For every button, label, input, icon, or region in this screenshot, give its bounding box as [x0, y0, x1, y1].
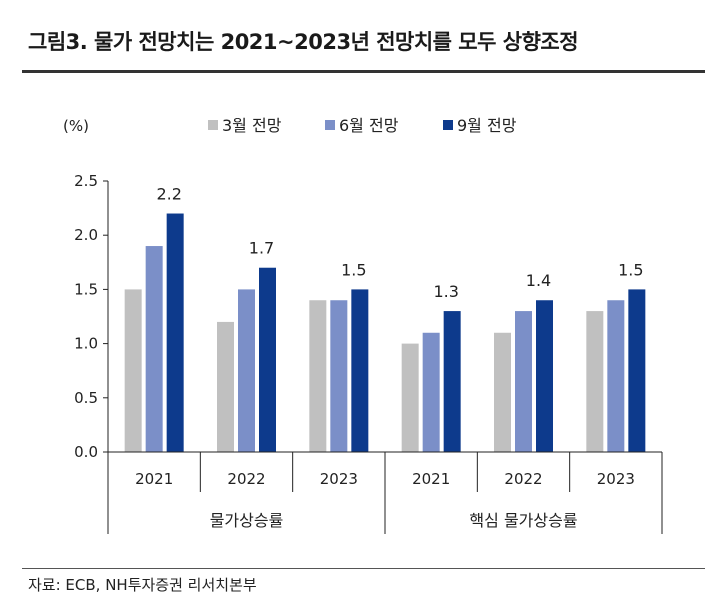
bar	[401, 343, 419, 452]
source-note: 자료: ECB, NH투자증권 리서치본부	[28, 576, 257, 594]
bar	[217, 321, 234, 452]
bar	[351, 289, 369, 452]
bar	[443, 311, 461, 452]
legend-swatch	[208, 120, 218, 130]
x-tick-label: 2021	[135, 470, 173, 488]
y-tick-label: 1.0	[74, 335, 98, 353]
legend-label: 3월 전망	[222, 116, 282, 135]
y-tick-label: 0.5	[74, 389, 98, 407]
bar	[515, 311, 532, 452]
data-labels: 2.2 1.7 1.5 1.3 1.4 1.5	[156, 185, 643, 302]
legend-swatch	[443, 120, 453, 130]
bar	[145, 246, 163, 452]
x-tick-label: 2022	[227, 470, 265, 488]
title-divider	[22, 70, 705, 73]
bar	[309, 300, 327, 452]
figure-title: 그림3. 물가 전망치는 2021~2023년 전망치를 모두 상향조정	[28, 30, 579, 54]
bar	[166, 213, 184, 452]
legend-label: 9월 전망	[457, 116, 517, 135]
bar	[259, 267, 276, 452]
bar	[536, 300, 553, 452]
x-group-label: 핵심 물가상승률	[469, 511, 577, 530]
data-label: 1.4	[526, 271, 551, 290]
bar	[628, 289, 646, 452]
x-group-label: 물가상승률	[210, 511, 284, 530]
data-label: 1.5	[618, 260, 643, 279]
y-tick-label: 2.0	[74, 226, 98, 244]
bar	[494, 332, 511, 452]
x-tick-label: 2022	[504, 470, 542, 488]
data-label: 1.5	[341, 260, 366, 279]
source-divider	[22, 568, 705, 569]
data-label: 1.3	[433, 282, 458, 301]
y-axis: 0.0 0.5 1.0 1.5 2.0 2.5	[74, 172, 109, 461]
y-tick-label: 2.5	[74, 172, 98, 190]
bar	[586, 311, 604, 452]
legend: 3월 전망 6월 전망 9월 전망	[208, 116, 517, 135]
legend-swatch	[325, 120, 335, 130]
x-axis: 2021 2022 2023 2021 2022 2023 물가상승률 핵심 물가상승률	[107, 451, 663, 534]
x-tick-label: 2021	[412, 470, 450, 488]
data-label: 2.2	[156, 185, 181, 204]
bar	[422, 332, 440, 452]
bars	[124, 213, 646, 452]
bar	[607, 300, 625, 452]
bar	[124, 289, 142, 452]
legend-label: 6월 전망	[339, 116, 399, 135]
x-tick-label: 2023	[597, 470, 635, 488]
y-tick-label: 0.0	[74, 443, 98, 461]
data-label: 1.7	[249, 239, 274, 258]
x-tick-label: 2023	[320, 470, 358, 488]
y-tick-label: 1.5	[74, 280, 98, 298]
y-unit-label: (%)	[63, 117, 89, 135]
bar	[330, 300, 348, 452]
bar	[238, 289, 255, 452]
